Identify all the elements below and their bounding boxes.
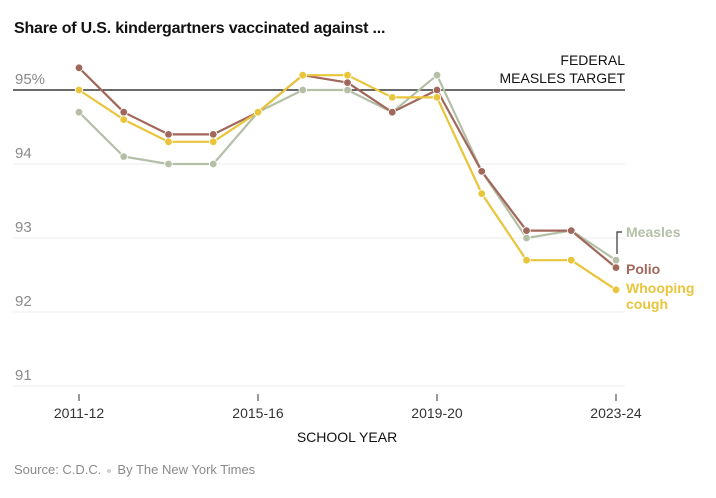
byline-text: By The New York Times [117, 462, 256, 477]
y-tick-label: 95% [15, 71, 45, 88]
y-tick-label: 94 [15, 145, 32, 162]
data-point [343, 85, 352, 95]
data-point [253, 107, 263, 117]
data-point [164, 137, 173, 146]
data-point [522, 226, 531, 235]
data-point [432, 93, 442, 102]
data-point [432, 70, 442, 80]
x-axis-title: SCHOOL YEAR [297, 429, 397, 445]
series-line-whooping-cough [78, 74, 617, 291]
y-tick-label: 93 [15, 219, 32, 236]
chart-title: Share of U.S. kindergartners vaccinated … [14, 20, 386, 37]
x-tick-label: 2019-20 [411, 405, 463, 421]
separator-dot [107, 468, 112, 473]
x-tick-label: 2011-12 [54, 405, 105, 421]
data-point [477, 167, 486, 176]
data-point [209, 159, 218, 169]
data-point [567, 256, 576, 265]
data-point [611, 285, 621, 294]
data-point [74, 85, 84, 95]
data-point [164, 159, 173, 169]
x-tick-label: 2015-16 [232, 405, 284, 421]
data-point [611, 256, 621, 265]
y-tick-label: 91 [15, 367, 32, 384]
data-point [209, 137, 218, 146]
data-point [522, 233, 531, 243]
legend-measles: Measles [626, 224, 681, 240]
target-label: FEDERAL [560, 52, 625, 68]
data-point [522, 256, 531, 265]
legend-polio: Polio [626, 261, 660, 277]
data-point [119, 107, 128, 117]
data-point [343, 70, 352, 80]
target-label: MEASLES TARGET [499, 70, 625, 86]
data-point [432, 85, 442, 95]
data-point [567, 226, 576, 235]
source-line: Source: C.D.C. By The New York Times [14, 462, 255, 477]
data-point [119, 115, 128, 124]
data-point [298, 85, 307, 95]
legend-whooping-2: cough [626, 296, 668, 312]
series-line-measles [78, 74, 617, 262]
data-point [611, 263, 621, 272]
legend-whooping: Whooping [626, 280, 694, 296]
data-point [477, 189, 486, 198]
source-text: Source: C.D.C. [14, 462, 102, 477]
data-point [119, 152, 128, 161]
data-point [388, 93, 397, 102]
y-tick-label: 92 [15, 293, 32, 310]
data-point [298, 70, 307, 80]
x-tick-label: 2023-24 [590, 405, 642, 421]
data-point [388, 107, 397, 117]
data-point [343, 78, 352, 87]
measles-leader-line [616, 231, 622, 254]
data-point [164, 130, 173, 139]
data-point [209, 130, 218, 139]
data-point [74, 63, 84, 72]
data-point [74, 107, 84, 117]
